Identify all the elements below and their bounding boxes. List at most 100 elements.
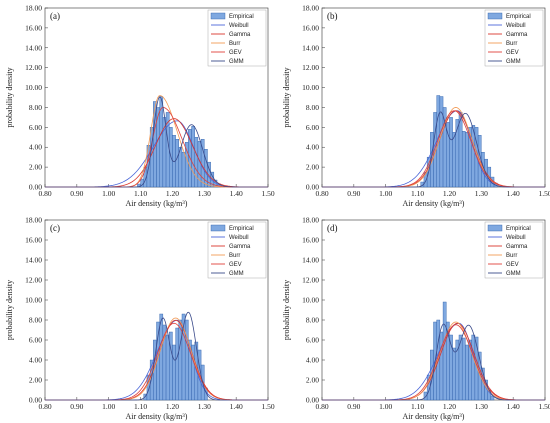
x-tick-label: 1.00 <box>102 402 115 411</box>
legend-label: Empirical <box>229 226 254 232</box>
x-tick-label: 0.80 <box>315 189 328 198</box>
y-tick-label: 0.00 <box>306 183 319 192</box>
y-tick-label: 8.00 <box>306 316 319 325</box>
histogram-bar <box>439 96 444 188</box>
x-tick-label: 1.30 <box>475 189 488 198</box>
y-tick-label: 2.00 <box>29 376 42 385</box>
y-tick-label: 0.00 <box>29 396 42 405</box>
histogram-bar <box>181 151 186 188</box>
legend-label: Burr <box>506 41 517 47</box>
histogram-bar <box>442 301 447 401</box>
y-tick-label: 4.00 <box>306 143 319 152</box>
histogram-bar <box>178 319 183 401</box>
y-tick-label: 12.00 <box>25 63 42 72</box>
legend-label: Gamma <box>229 244 251 250</box>
y-tick-label: 8.00 <box>306 103 319 112</box>
x-tick-label: 1.30 <box>198 402 211 411</box>
x-tick-label: 1.40 <box>507 189 520 198</box>
histogram-bar <box>194 137 199 188</box>
y-tick-label: 10.00 <box>25 296 42 305</box>
legend-label: Empirical <box>229 14 254 20</box>
x-tick-label: 1.00 <box>379 402 392 411</box>
histogram-bar <box>461 131 466 188</box>
histogram-bar <box>175 139 180 188</box>
y-tick-label: 18.00 <box>25 4 42 13</box>
fit-curve-gmm <box>322 111 545 188</box>
legend-label: GMM <box>229 271 244 277</box>
legend-swatch-empirical <box>210 224 226 232</box>
chart-panel-2: 0.00 2.00 4.00 6.00 8.00 10.00 12.00 14.00 16.00… <box>282 4 550 209</box>
x-tick-label: 1.10 <box>411 189 424 198</box>
y-tick-label: 10.00 <box>25 83 42 92</box>
y-tick-label: 2.00 <box>306 376 319 385</box>
x-tick-label: 1.40 <box>230 402 243 411</box>
histogram-bar <box>471 334 476 401</box>
x-axis-label: Air density (kg/m³) <box>126 199 188 208</box>
chart-panel-1: 0.00 2.00 4.00 6.00 8.00 10.00 12.00 14.00 16.00… <box>5 4 275 209</box>
histogram-bar <box>490 395 495 401</box>
legend-label: Weibull <box>229 23 249 29</box>
legend-swatch-empirical <box>487 12 503 20</box>
fit-curve-gmm <box>322 323 545 401</box>
y-axis-label: probability density <box>282 67 291 127</box>
histogram-bar <box>458 112 463 188</box>
panel-label: (d) <box>327 223 338 233</box>
legend-label: Weibull <box>229 235 249 241</box>
x-tick-label: 0.90 <box>70 402 83 411</box>
legend-label: GEV <box>229 50 242 56</box>
y-tick-label: 14.00 <box>25 43 42 52</box>
legend-label: Burr <box>506 253 517 259</box>
legend-label: Weibull <box>506 235 526 241</box>
legend: Empirical Weibull Gamma Burr GEV GMM <box>207 9 267 67</box>
y-tick-label: 6.00 <box>306 336 319 345</box>
y-tick-label: 6.00 <box>29 123 42 132</box>
histogram-bar <box>449 117 453 188</box>
y-axis-label: probability density <box>282 280 291 340</box>
legend-label: Gamma <box>229 32 251 38</box>
y-tick-label: 2.00 <box>29 163 42 172</box>
histogram-bar <box>452 132 457 188</box>
chart-panel-3: 0.00 2.00 4.00 6.00 8.00 10.00 12.00 14.00 16.00… <box>5 216 275 422</box>
legend-box <box>207 9 267 67</box>
x-tick-label: 1.40 <box>230 189 243 198</box>
y-tick-label: 4.00 <box>29 356 42 365</box>
y-tick-label: 16.00 <box>302 236 319 245</box>
x-tick-label: 1.50 <box>538 402 550 411</box>
y-tick-label: 8.00 <box>29 316 42 325</box>
legend-label: GEV <box>506 50 519 56</box>
histogram-bar <box>184 319 189 401</box>
histogram-bar <box>439 331 444 401</box>
x-tick-label: 1.50 <box>538 189 550 198</box>
y-axis-label: probability density <box>5 280 14 340</box>
y-tick-label: 2.00 <box>306 163 319 172</box>
x-tick-label: 0.90 <box>347 402 360 411</box>
fit-curve-gmm <box>45 96 268 188</box>
y-tick-label: 10.00 <box>302 83 319 92</box>
x-tick-label: 1.10 <box>134 402 147 411</box>
x-tick-label: 1.30 <box>198 189 211 198</box>
x-tick-label: 1.00 <box>102 189 115 198</box>
y-tick-label: 4.00 <box>29 143 42 152</box>
x-tick-label: 1.50 <box>261 402 274 411</box>
y-tick-label: 18.00 <box>25 216 42 225</box>
x-tick-label: 1.40 <box>507 402 520 411</box>
legend: Empirical Weibull Gamma Burr GEV GMM <box>207 221 267 279</box>
histogram-bar <box>461 337 466 401</box>
legend: Empirical Weibull Gamma Burr GEV GMM <box>484 221 544 279</box>
x-tick-label: 0.90 <box>347 189 360 198</box>
y-tick-label: 12.00 <box>302 63 319 72</box>
legend-label: Burr <box>229 41 240 47</box>
y-tick-label: 0.00 <box>29 183 42 192</box>
y-tick-label: 14.00 <box>302 256 319 265</box>
x-tick-label: 1.20 <box>443 189 456 198</box>
y-tick-label: 0.00 <box>306 396 319 405</box>
legend-box <box>207 221 267 279</box>
y-tick-label: 16.00 <box>25 236 42 245</box>
y-tick-label: 4.00 <box>306 356 319 365</box>
histogram-bar <box>172 344 176 401</box>
panel-label: (c) <box>50 223 60 233</box>
legend-swatch-empirical <box>210 12 226 20</box>
legend-label: GMM <box>506 271 521 277</box>
y-tick-label: 14.00 <box>302 43 319 52</box>
